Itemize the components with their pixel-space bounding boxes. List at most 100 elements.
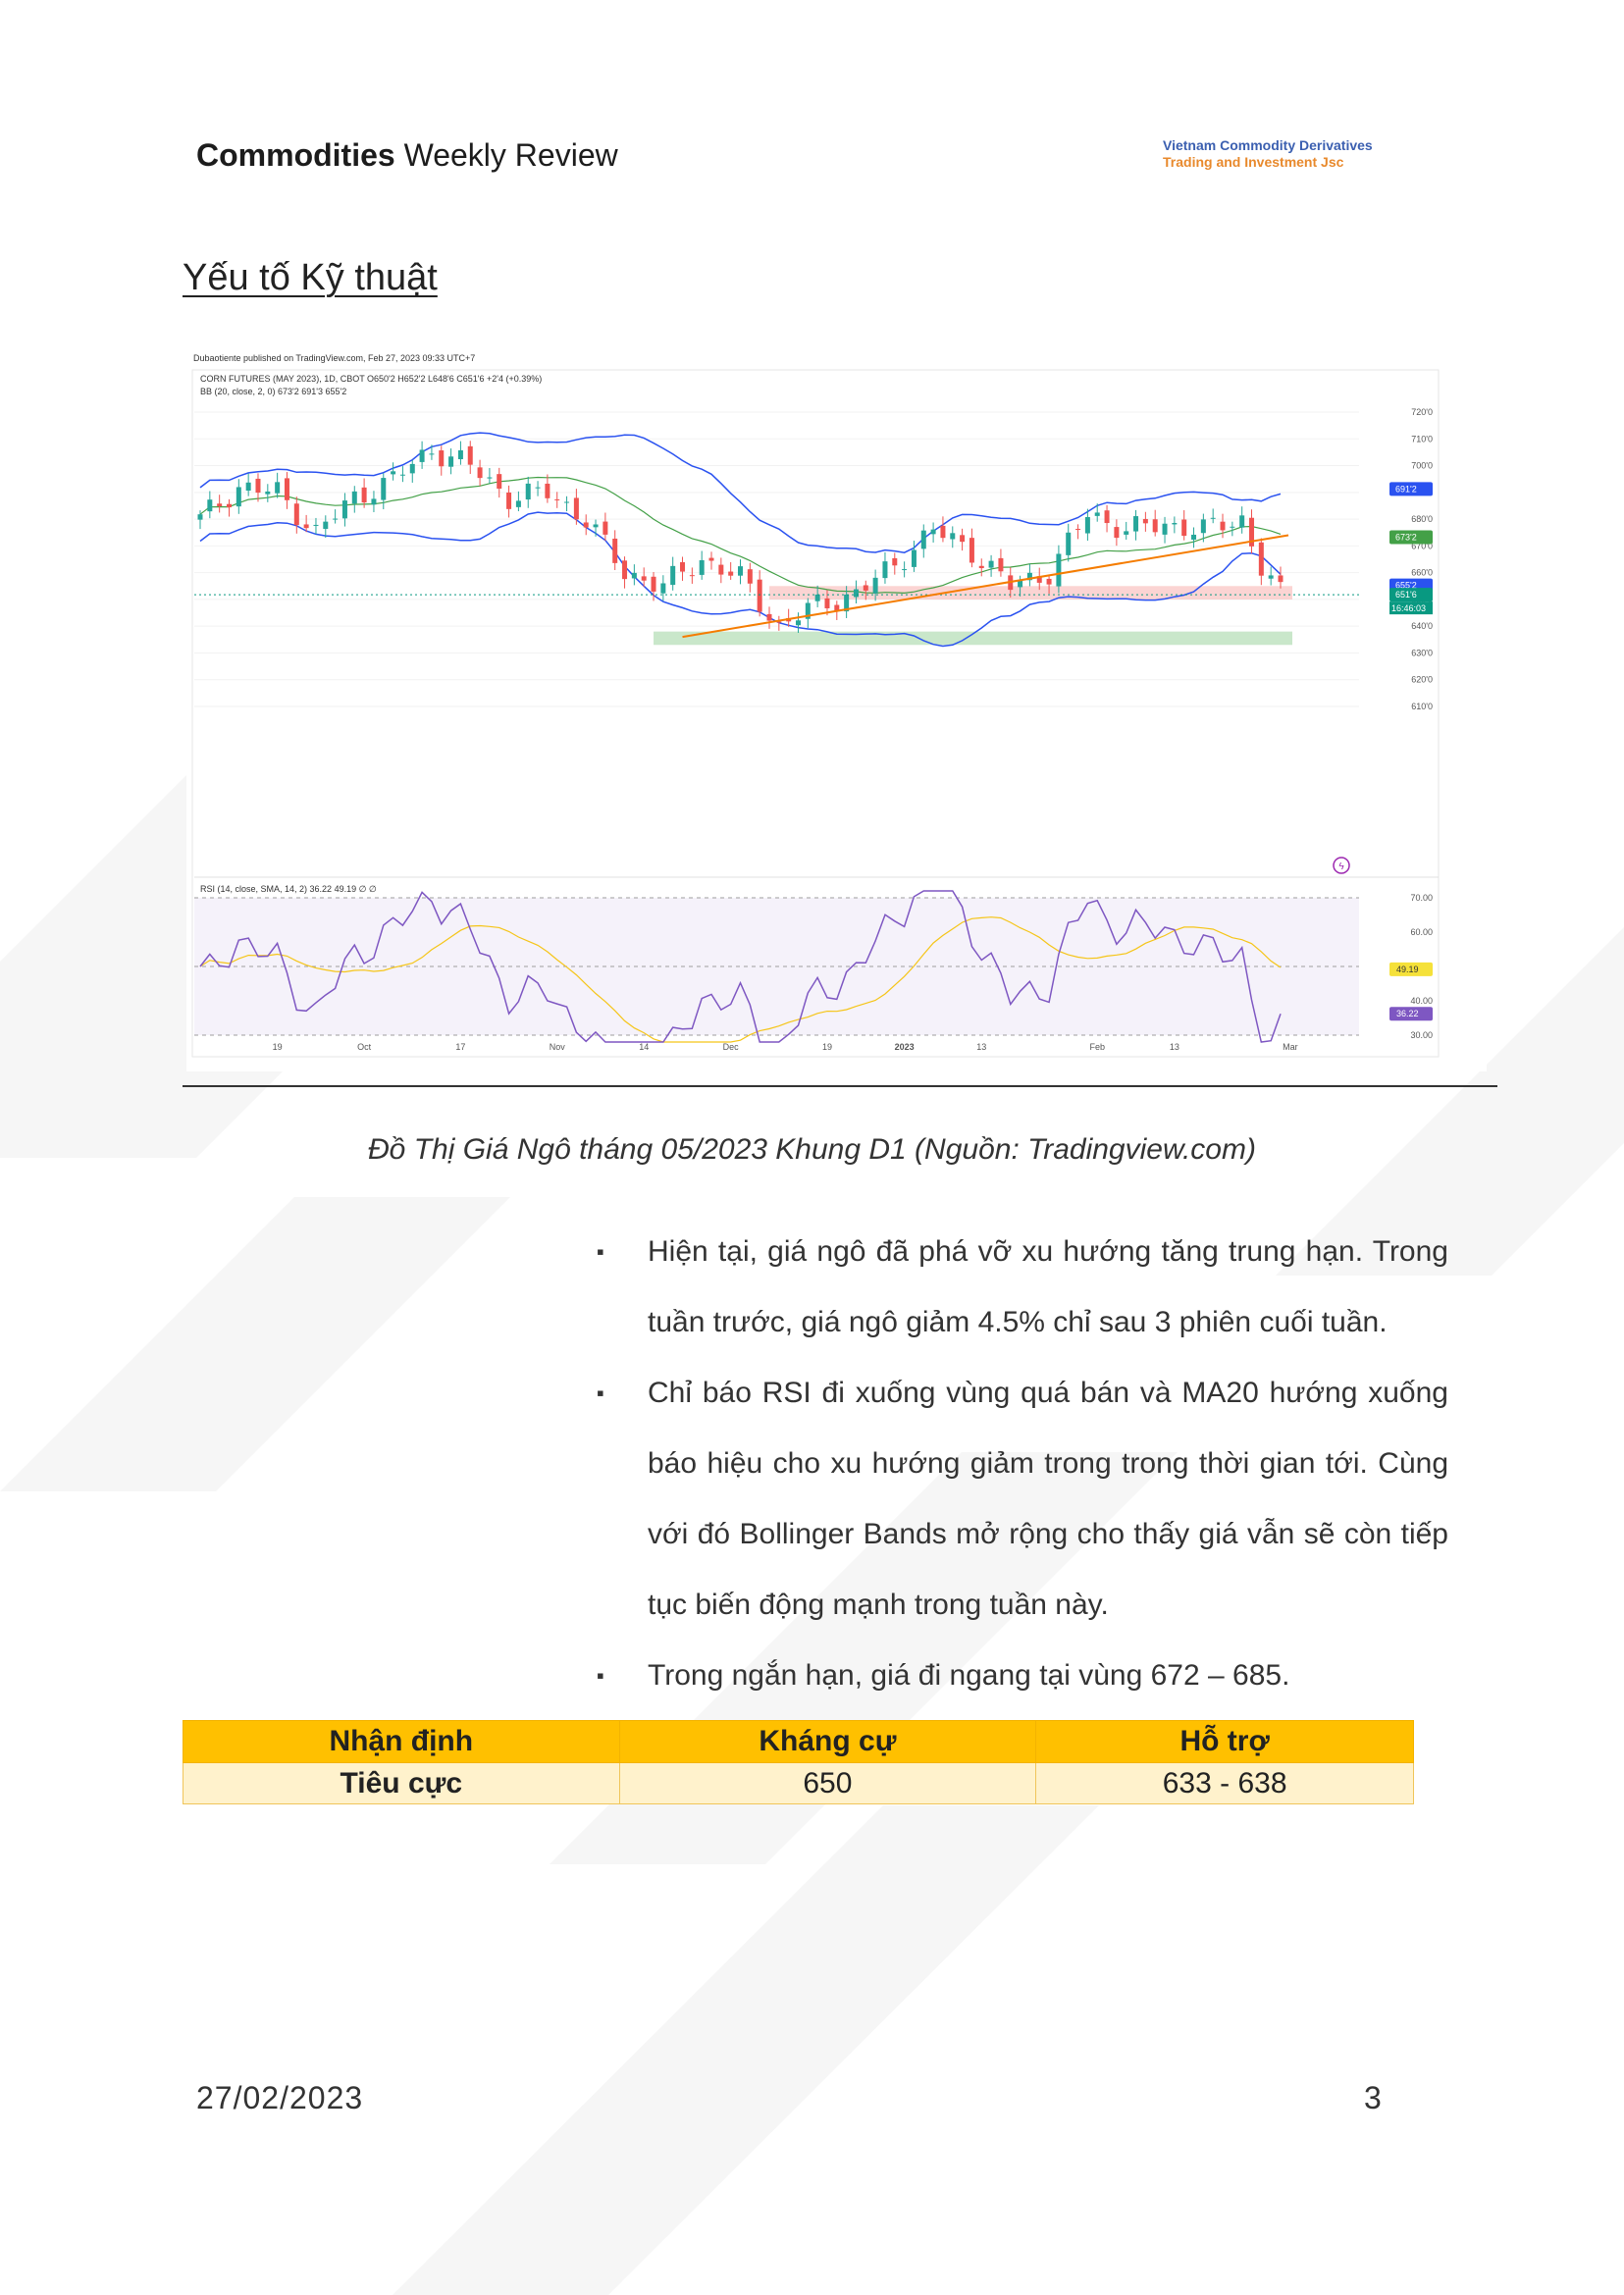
x-axis-label: 19 (822, 1042, 832, 1052)
candle-body (911, 549, 917, 567)
candle-body (1094, 512, 1100, 516)
price-tag (1389, 530, 1433, 545)
candle-body (1124, 531, 1129, 535)
candle-body (399, 474, 405, 476)
cell-resistance: 650 (618, 1762, 1037, 1804)
candle-body (1075, 528, 1081, 530)
rsi-tag (1389, 1007, 1433, 1021)
report-title-light: Weekly Review (403, 137, 618, 173)
candle-body (689, 575, 695, 577)
price-axis-label: 630'0 (1411, 648, 1433, 657)
rsi-axis-label: 70.00 (1410, 893, 1433, 903)
bullet-text: Chỉ báo RSI đi xuống vùng quá bán và MA2… (648, 1377, 1448, 1621)
candle-body (978, 565, 984, 569)
candle-body (1239, 515, 1245, 528)
candle-body (457, 449, 463, 460)
candle-body (593, 524, 599, 528)
candle-body (1268, 575, 1274, 579)
candle-body (1200, 519, 1206, 534)
section-title: Yếu tố Kỹ thuật (183, 257, 438, 298)
candle-body (718, 564, 724, 575)
price-axis-label: 660'0 (1411, 568, 1433, 578)
candle-body (988, 560, 994, 568)
candle-body (371, 498, 377, 505)
candle-body (776, 621, 782, 623)
lightning-icon[interactable] (1333, 857, 1350, 874)
candle-body (1172, 522, 1178, 525)
bullet-marker: ▪ (597, 1663, 604, 1688)
cell-support: 633 - 638 (1035, 1762, 1414, 1804)
countdown-label: 16:46:03 (1391, 603, 1426, 613)
support-zone (654, 631, 1292, 646)
candle-body (448, 456, 454, 467)
candle-body (631, 572, 637, 579)
bullet-text: Hiện tại, giá ngô đã phá vỡ xu hướng tăn… (648, 1235, 1448, 1338)
x-axis-label: Nov (550, 1042, 566, 1052)
report-title: Commodities Weekly Review (196, 137, 618, 174)
rsi-axis-label: 30.00 (1410, 1030, 1433, 1040)
price-axis-label: 620'0 (1411, 675, 1433, 685)
analysis-bullets: ▪ Hiện tại, giá ngô đã phá vỡ xu hướng tă… (597, 1217, 1448, 1711)
candle-body (1152, 519, 1158, 533)
rsi-line (199, 890, 1282, 1043)
candle-body (998, 557, 1004, 572)
price-axis-label: 680'0 (1411, 514, 1433, 524)
logo-line-1: Vietnam Commodity Derivatives (1163, 137, 1373, 153)
candle-body (361, 487, 367, 503)
chart-divider (183, 1085, 1497, 1087)
header-assessment: Nhận định (183, 1720, 620, 1763)
candle-body (892, 557, 898, 566)
candle-body (391, 471, 396, 475)
candle-body (341, 500, 347, 519)
candle-body (660, 583, 666, 594)
table-header-row: Nhận định Kháng cự Hỗ trợ (183, 1720, 1414, 1763)
candle-body (602, 521, 608, 535)
candle-body (303, 524, 309, 529)
candle-body (1056, 553, 1062, 587)
rsi-tag (1389, 962, 1433, 976)
candle-body (197, 514, 203, 520)
x-axis-label: 13 (976, 1042, 986, 1052)
candle-body (612, 538, 618, 563)
candle-body (419, 449, 425, 462)
uptrend-line (682, 534, 1289, 639)
bullet-marker: ▪ (597, 1239, 604, 1264)
bb-upper-band (199, 432, 1282, 553)
candle-body (265, 491, 271, 495)
x-axis-label: 19 (273, 1042, 283, 1052)
candle-body (960, 535, 966, 543)
candle-body (1278, 575, 1283, 583)
candle-body (429, 453, 435, 455)
candle-body (738, 566, 743, 576)
candle-body (747, 569, 753, 584)
price-tag (1389, 588, 1433, 602)
candle-body (564, 501, 570, 503)
candle-body (1258, 542, 1264, 576)
footer-date: 27/02/2023 (196, 2080, 364, 2115)
price-axis-label: 710'0 (1411, 434, 1433, 443)
candle-body (535, 487, 541, 489)
candle-body (969, 538, 974, 563)
candle-body (1066, 532, 1072, 555)
candle-body (622, 560, 628, 580)
chart-bb-line: BB (20, close, 2, 0) 673'2 691'3 655'2 (200, 387, 346, 396)
candle-body (651, 576, 656, 592)
candle-body (1026, 572, 1032, 581)
candle-body (323, 521, 329, 530)
candle-body (930, 529, 936, 535)
candle-body (872, 577, 878, 594)
price-axis-label: 670'0 (1411, 541, 1433, 550)
candle-body (467, 445, 473, 465)
candle-body (487, 477, 493, 479)
candle-body (554, 498, 560, 500)
candle-body (670, 565, 676, 586)
candle-body (1036, 576, 1042, 583)
rsi-ma-line (199, 916, 1282, 1043)
candle-body (409, 463, 415, 474)
candle-body (920, 530, 926, 549)
x-axis-label: 13 (1170, 1042, 1179, 1052)
chart-caption: Đồ Thị Giá Ngô tháng 05/2023 Khung D1 (N… (368, 1133, 1256, 1166)
x-axis-label: Feb (1089, 1042, 1105, 1052)
candle-body (313, 524, 319, 526)
